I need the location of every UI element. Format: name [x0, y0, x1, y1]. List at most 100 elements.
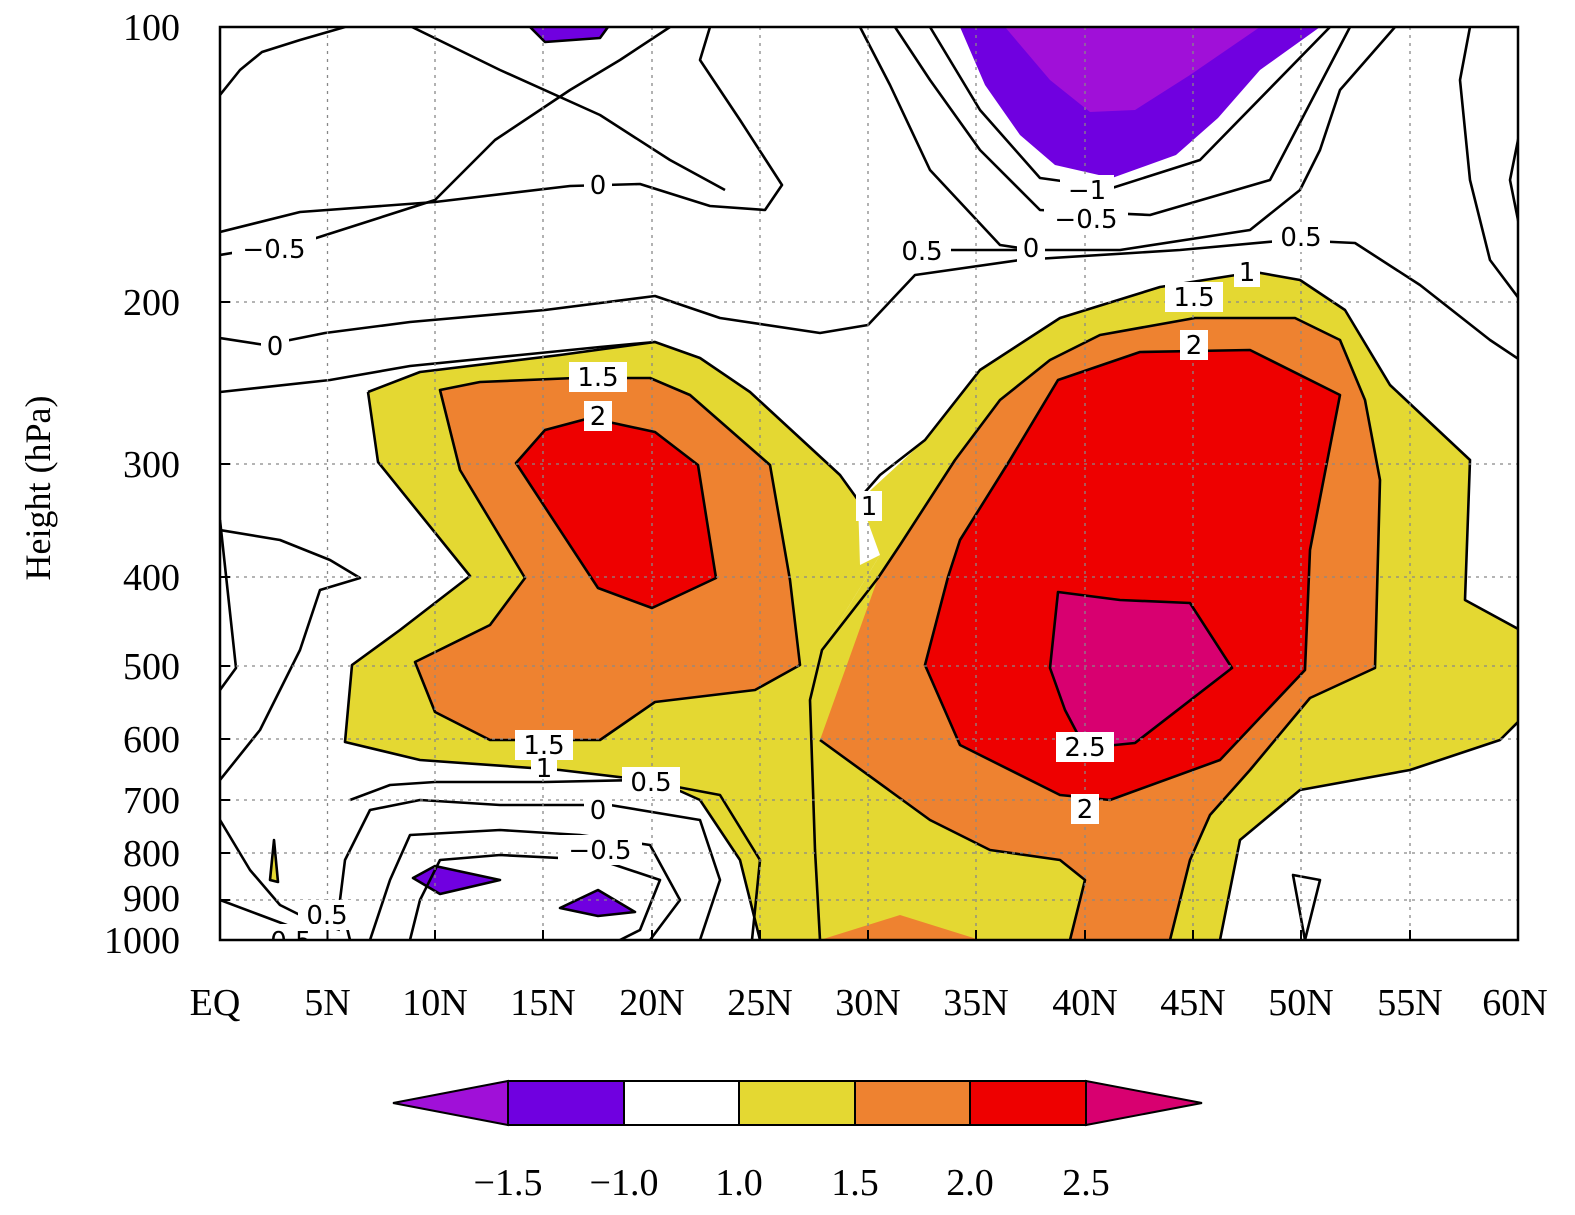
contour-zero-top: [411, 27, 726, 192]
colorbar-label: 1.0: [715, 1162, 763, 1204]
contour-zero-upper-left: [220, 27, 346, 96]
contour-label: 1.5: [569, 362, 627, 393]
contour-label-text: 0.5: [901, 237, 942, 267]
x-tick-label: EQ: [190, 982, 241, 1024]
contour-labels: 0 −0.5 0 −1 −0.5 0 0.5 0.5 1 1.5 2 1.5 2…: [230, 170, 1330, 957]
region-magenta: [1050, 592, 1232, 748]
contour-label: −0.5: [230, 924, 330, 957]
colorbar-label: −1.0: [590, 1162, 659, 1204]
contour-lines: [220, 27, 1518, 940]
contour-label-text: 1: [1239, 258, 1256, 288]
contour-wedge-right: [1291, 873, 1322, 940]
contour-05-low-left: [220, 528, 362, 781]
grid: [220, 27, 1518, 940]
contour-neg05-low-inner: [408, 853, 662, 940]
y-axis: [220, 26, 230, 941]
x-tick-label: 20N: [619, 982, 684, 1024]
contour-label-text: −0.5: [248, 927, 311, 957]
colorbar-cell: [507, 1080, 625, 1126]
contour-top-left-blob: [529, 27, 610, 44]
x-tick-label: 55N: [1377, 982, 1442, 1024]
contour-label: 0: [261, 331, 289, 362]
contour-05-lower: [220, 340, 656, 394]
region-red-right: [925, 350, 1340, 800]
region-violet-low-2: [560, 890, 635, 916]
contour-label: 1: [1234, 257, 1260, 288]
colorbar-cell: [854, 1080, 971, 1126]
contour-label-text: 1: [536, 754, 553, 784]
colorbar-cell: [1085, 1079, 1203, 1127]
contour-label-text: 2.5: [1064, 733, 1105, 763]
contour-label: 0.5: [622, 767, 680, 798]
contour-25: [1048, 590, 1234, 750]
contour-label-text: 0.5: [630, 768, 671, 798]
contour-violet-low-2: [558, 888, 637, 918]
x-axis: [219, 930, 1519, 940]
y-tick-label: 500: [123, 646, 180, 688]
contour-label-text: −0.5: [1054, 205, 1117, 235]
contour-15-left: [413, 376, 802, 742]
contour-label: 1.5: [1165, 282, 1223, 313]
region-orange-bottom: [820, 915, 980, 940]
y-tick-label: 200: [123, 282, 180, 324]
colorbar-label: 1.5: [831, 1162, 879, 1204]
contour-label-text: −0.5: [242, 235, 305, 265]
contour-label: 2: [1180, 330, 1208, 361]
x-tick-label: 40N: [1052, 982, 1117, 1024]
contour-label: −0.5: [1044, 204, 1128, 235]
contour-label-text: 2: [590, 402, 607, 432]
y-tick-label: 400: [123, 557, 180, 599]
contour-label: −1: [1060, 175, 1114, 206]
y-tick-label: 900: [123, 878, 180, 920]
contour-label-text: −1: [1068, 176, 1106, 206]
x-tick-label: 50N: [1268, 982, 1333, 1024]
contour-0-mid: [220, 27, 784, 234]
x-tick-label: 35N: [943, 982, 1008, 1024]
contour-sliver-low-left: [268, 838, 280, 884]
x-tick-labels: EQ 5N 10N 15N 20N 25N 30N 35N 40N 45N 50…: [190, 982, 1548, 1024]
plot-area: 0 −0.5 0 −1 −0.5 0 0.5 0.5 1 1.5 2 1.5 2…: [220, 27, 1518, 957]
colorbar-cell: [738, 1080, 856, 1126]
contour-label-text: 0: [1023, 234, 1040, 264]
contour-05-low-mid: [349, 778, 762, 940]
contour-label-text: 1.5: [577, 363, 618, 393]
contour-label-text: 0.5: [1280, 223, 1321, 253]
contour-label: 1: [531, 754, 557, 784]
contour-label: 2: [584, 401, 612, 432]
colorbar-label: 2.0: [946, 1162, 994, 1204]
y-axis-title: Height (hPa): [18, 396, 58, 581]
contour-label-text: 1.5: [1173, 283, 1214, 313]
contour-2-left: [514, 416, 718, 610]
colorbar-cell: [969, 1080, 1087, 1126]
contour-violet-low-1: [411, 864, 502, 896]
y-tick-label: 800: [123, 833, 180, 875]
contour-label-text: 2: [1077, 795, 1094, 825]
colorbar-cell: [392, 1079, 509, 1127]
region-red-left: [516, 418, 716, 608]
contour-0-low-left: [220, 519, 238, 691]
contour-yellow-left-edge: [367, 270, 1518, 631]
contour-label-text: 0: [590, 796, 607, 826]
contour-label: 0.5: [893, 236, 951, 267]
y-tick-label: 700: [123, 780, 180, 822]
contour-label-text: −0.5: [568, 836, 631, 866]
contour-label: −0.5: [232, 234, 316, 265]
contour-label-text: 1: [861, 492, 878, 522]
contour-0-low-mid: [338, 798, 722, 940]
contour-15-right: [808, 316, 1382, 940]
x-tick-label: 5N: [304, 982, 350, 1024]
x-tick-label: 25N: [727, 982, 792, 1024]
x-tick-label: 60N: [1482, 982, 1547, 1024]
colorbar-cell: [623, 1080, 740, 1126]
contour-neg05-low-mid: [368, 828, 682, 940]
x-tick-label: 10N: [402, 982, 467, 1024]
contour-label-text: 0: [267, 332, 284, 362]
contour-label: 0: [1017, 233, 1045, 264]
x-tick-label: 30N: [835, 982, 900, 1024]
contour-zero-top-right: [858, 27, 1021, 250]
contour-label: 2: [1071, 794, 1099, 825]
contour-neg05-top-right: [893, 27, 1352, 217]
contour-edge-right: [1508, 133, 1518, 227]
contour-label: −0.5: [558, 835, 642, 866]
x-tick-label: 15N: [510, 982, 575, 1024]
